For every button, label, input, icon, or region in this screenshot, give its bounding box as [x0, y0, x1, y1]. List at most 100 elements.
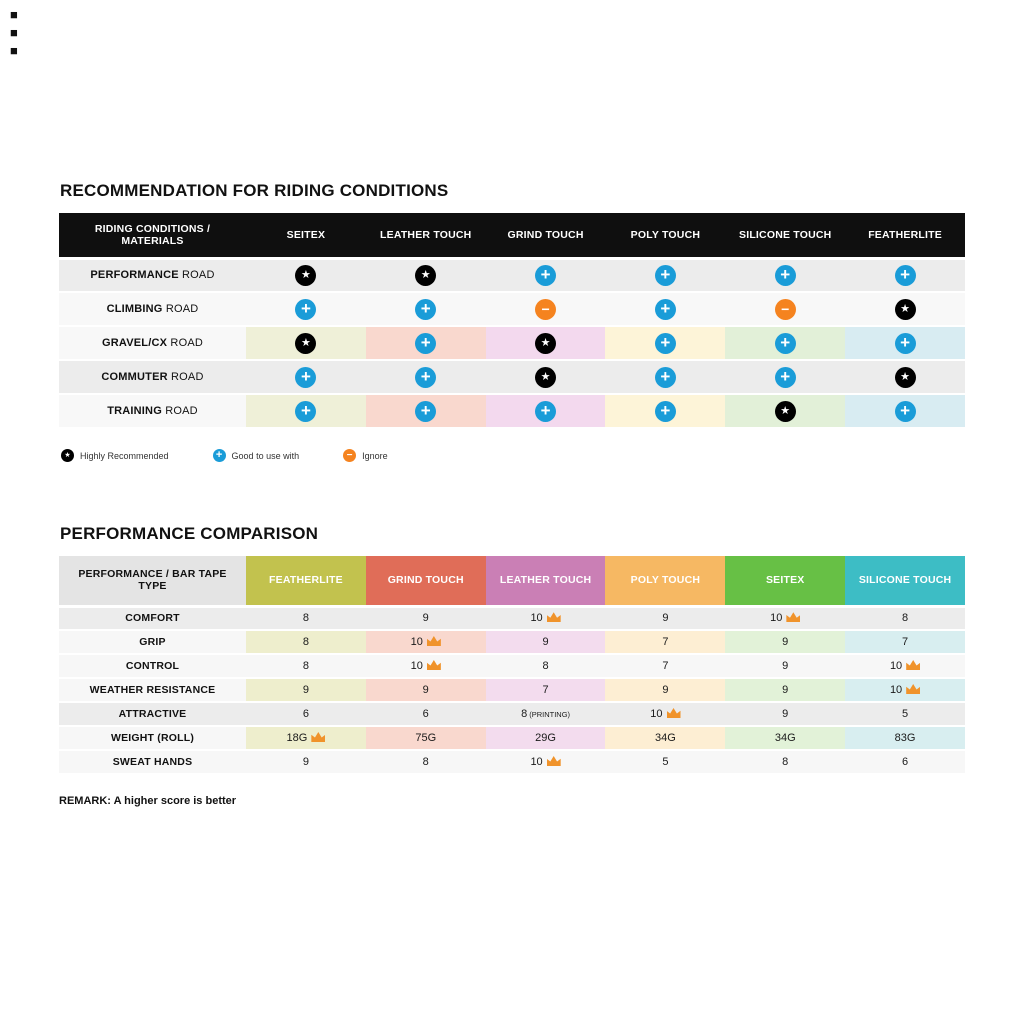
plus-icon	[654, 400, 676, 422]
plus-icon	[774, 366, 796, 388]
score-cell: 5	[605, 750, 726, 775]
rating-cell	[845, 292, 965, 327]
crown-icon	[786, 612, 801, 623]
header-row: PERFORMANCE / BAR TAPE TYPE FEATHERLITE …	[59, 556, 965, 608]
legend-label: Highly Recommended	[80, 450, 169, 461]
plus-icon	[415, 400, 437, 422]
score-value: 10	[770, 612, 783, 625]
table-row: SWEAT HANDS 9 8 10 5 8 6	[59, 750, 965, 775]
riding-conditions-title: RECOMMENDATION FOR RIDING CONDITIONS	[60, 181, 449, 200]
table-row: WEATHER RESISTANCE 9 9 7 9 9 10	[59, 678, 965, 703]
plus-icon	[295, 366, 317, 388]
star-icon	[295, 264, 317, 286]
plus-icon	[774, 264, 796, 286]
score-cell: 8	[365, 750, 486, 775]
condition-name: PERFORMANCE	[90, 269, 179, 282]
score-cell: 8 (PRINTING)	[485, 702, 606, 727]
star-icon	[535, 366, 557, 388]
column-header-leather-touch: LEATHER TOUCH	[365, 213, 486, 260]
minus-icon	[774, 298, 796, 320]
score-cell: 34G	[725, 726, 846, 751]
score-cell: 7	[605, 654, 726, 679]
rating-cell	[845, 394, 965, 429]
star-icon	[894, 298, 916, 320]
score-value: 8	[422, 756, 429, 768]
plus-icon	[415, 332, 437, 354]
rating-cell	[845, 258, 965, 293]
table2-corner-header: PERFORMANCE / BAR TAPE TYPE	[59, 556, 246, 608]
score-value: 9	[422, 684, 429, 696]
score-cell: 9	[485, 630, 606, 655]
rating-cell	[246, 394, 366, 429]
score-cell: 7	[485, 678, 606, 703]
star-icon	[774, 400, 796, 422]
remark: REMARK: A higher score is better	[59, 795, 237, 807]
score-value: 83G	[894, 732, 916, 744]
score-value: 10	[889, 684, 903, 696]
score-value: 9	[662, 684, 669, 696]
score-value: 10	[530, 612, 543, 625]
plus-icon	[654, 332, 676, 354]
score-cell: 8	[246, 654, 366, 679]
score-value: 6	[902, 756, 909, 768]
rating-cell	[485, 292, 606, 327]
score-value: 8	[302, 612, 309, 625]
table-row: PERFORMANCE ROAD	[59, 258, 965, 293]
column-header-featherlite: FEATHERLITE	[845, 213, 965, 260]
crown-icon	[546, 612, 561, 623]
rating-cell	[365, 292, 486, 327]
table-row: CLIMBING ROAD	[59, 292, 965, 327]
score-value: 6	[422, 708, 429, 720]
score-value: 10	[410, 660, 423, 672]
score-cell: 6	[845, 750, 965, 775]
score-cell: 10	[845, 654, 965, 679]
score-cell: 9	[246, 678, 366, 703]
riding-conditions-table: RIDING CONDITIONS / MATERIALS SEITEX LEA…	[59, 213, 965, 429]
row-label: WEATHER RESISTANCE	[59, 678, 246, 703]
corner-marks: ■ ■ ■	[10, 8, 18, 57]
rating-cell	[845, 326, 965, 361]
column-header-featherlite: FEATHERLITE	[246, 556, 366, 608]
score-value: 9	[542, 636, 549, 648]
score-cell: 9	[725, 678, 846, 703]
column-header-silicone-touch: SILICONE TOUCH	[725, 213, 846, 260]
star-icon	[535, 332, 557, 354]
rating-cell	[365, 326, 486, 361]
table-row: GRIP 8 10 9 7 9 7	[59, 630, 965, 655]
plus-icon	[894, 332, 916, 354]
score-value: 75G	[415, 732, 437, 744]
row-label: GRAVEL/CX ROAD	[59, 326, 246, 361]
table-row: COMFORT 8 9 10 9 10 8	[59, 606, 965, 631]
crown-icon	[426, 660, 441, 670]
score-value: 10	[650, 708, 663, 720]
score-cell: 9	[605, 678, 726, 703]
infographic: RECOMMENDATION FOR RIDING CONDITIONS RID…	[59, 181, 965, 807]
score-value: 34G	[774, 732, 796, 744]
rating-cell	[725, 292, 846, 327]
score-cell: 9	[365, 678, 486, 703]
table1-header: RIDING CONDITIONS / MATERIALS SEITEX LEA…	[59, 213, 965, 260]
plus-icon	[212, 449, 226, 462]
table-row: TRAINING ROAD	[59, 394, 965, 429]
row-label: GRIP	[59, 630, 246, 655]
score-cell: 10	[485, 750, 606, 775]
legend-item: Ignore	[343, 449, 388, 462]
table-row: GRAVEL/CX ROAD	[59, 326, 965, 361]
score-value: 9	[302, 684, 309, 696]
score-value: 9	[782, 636, 789, 648]
row-label: TRAINING ROAD	[59, 394, 246, 429]
legend-label: Good to use with	[231, 450, 300, 461]
score-cell: 8	[246, 630, 366, 655]
rating-cell	[485, 360, 606, 395]
score-cell: 10	[725, 606, 846, 631]
rating-cell	[845, 360, 965, 395]
plus-icon	[295, 298, 317, 320]
score-value: 9	[422, 612, 429, 625]
plus-icon	[894, 400, 916, 422]
row-label: CLIMBING ROAD	[59, 292, 246, 327]
score-cell: 10	[845, 678, 965, 703]
performance-comparison-table: PERFORMANCE / BAR TAPE TYPE FEATHERLITE …	[59, 556, 965, 775]
score-cell: 18G	[246, 726, 366, 751]
crown-icon	[426, 636, 441, 646]
condition-name: TRAINING	[107, 405, 162, 417]
